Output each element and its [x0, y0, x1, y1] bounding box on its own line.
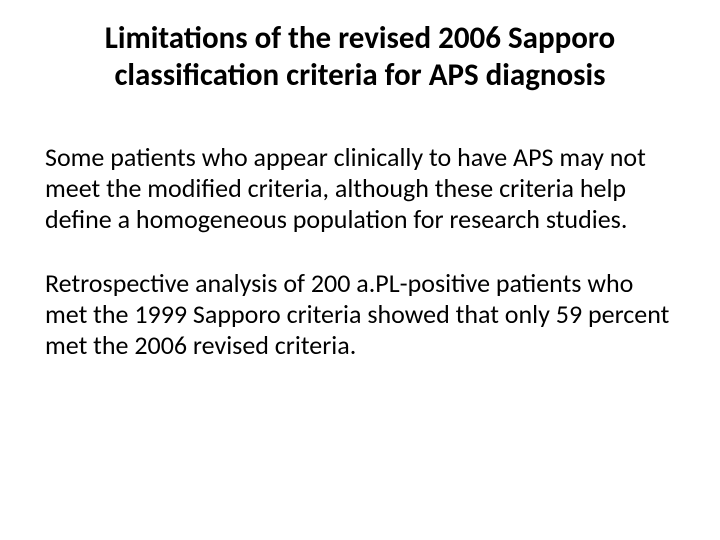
slide-title: Limitations of the revised 2006 Sapporo … — [50, 20, 670, 94]
body-paragraph-1: Some patients who appear clinically to h… — [45, 142, 675, 234]
slide: Limitations of the revised 2006 Sapporo … — [0, 0, 720, 540]
body-paragraph-2: Retrospective analysis of 200 a.PL-posit… — [45, 268, 675, 360]
